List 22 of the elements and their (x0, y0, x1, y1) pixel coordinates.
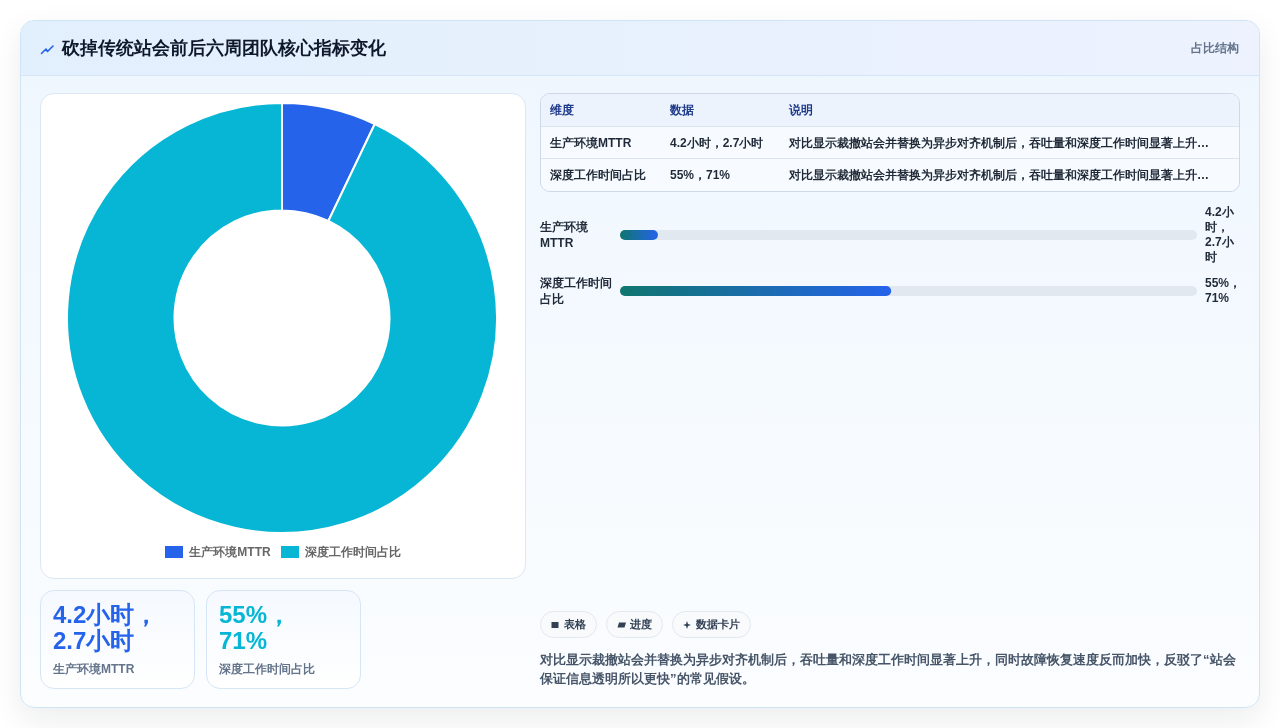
legend-label: 生产环境MTTR (189, 543, 271, 561)
text: 数据 (670, 102, 694, 119)
text: 占比结构 (1191, 40, 1239, 57)
text: 对比显示裁撤站会并替换为异步对齐机制后，吞吐量和深度工作时间显著上升… (789, 167, 1209, 184)
legend-label: 深度工作时间占比 (304, 543, 401, 561)
text: 数据卡片 (696, 617, 740, 632)
text: 维度 (550, 102, 574, 119)
text: 55%，71% (219, 601, 293, 654)
text: 55%，71% (670, 167, 731, 184)
text: 4.2小时，2.7小时 (1205, 205, 1235, 265)
text: 55%，71% (1205, 276, 1242, 306)
text: 4.2小时，2.7小时 (53, 601, 160, 654)
text: 生产环境MTTR (53, 661, 135, 678)
text: 对比显示裁撤站会并替换为异步对齐机制后，吞吐量和深度工作时间显著上升… (789, 135, 1209, 152)
text: 表格 (564, 617, 586, 632)
text: 砍掉传统站会前后六周团队核心指标变化 (62, 37, 386, 60)
text: 对比显示裁撤站会并替换为异步对齐机制后，吞吐量和深度工作时间显著上升，同时故障恢复速度反而加快，反驳了“站会保证信息透明所以更快”的常见假设。 (540, 651, 1237, 688)
text: 深度工作时间占比 (219, 661, 315, 678)
text: 进度 (630, 617, 652, 632)
donut-slice (66, 102, 498, 534)
text: 4.2小时，2.7小时 (670, 135, 764, 152)
text: 说明 (789, 102, 813, 119)
